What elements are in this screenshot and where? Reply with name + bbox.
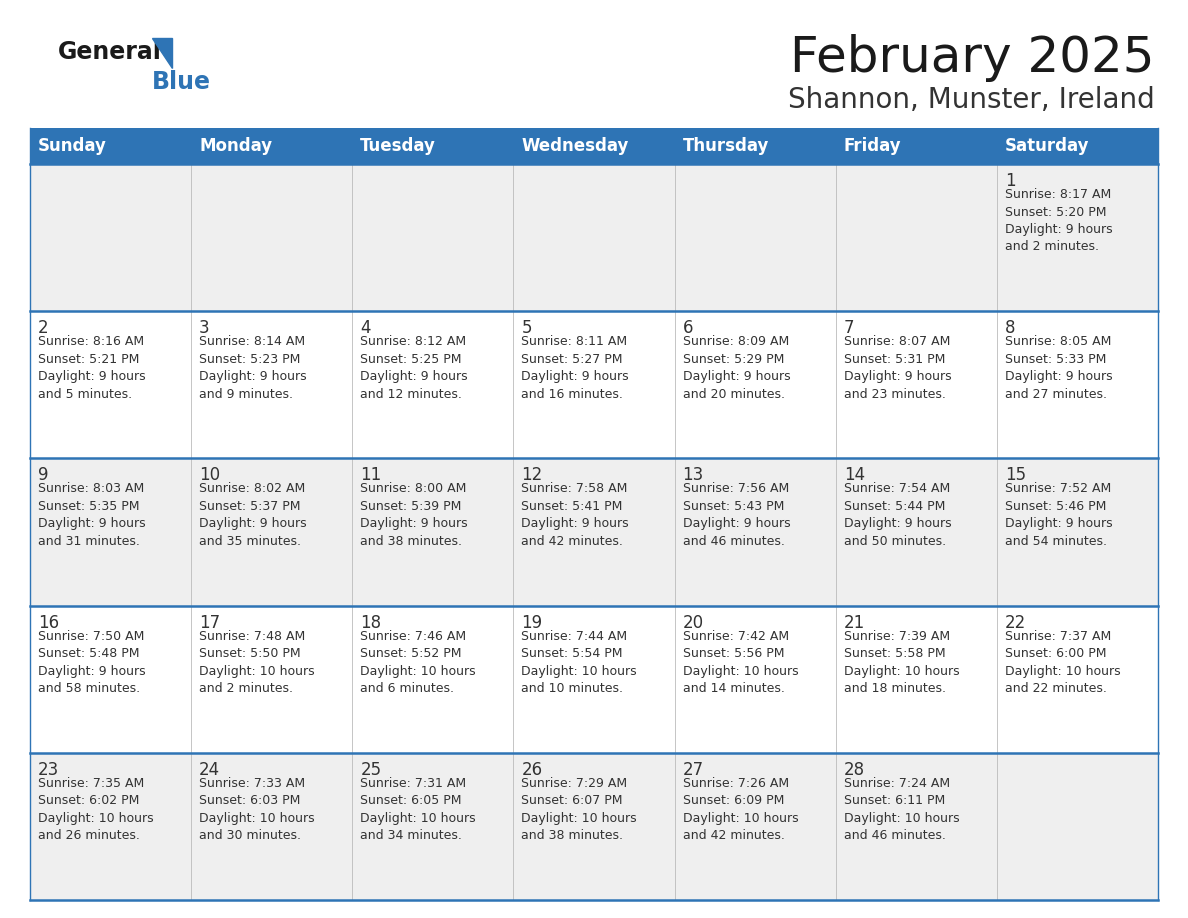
Text: Sunrise: 8:00 AM
Sunset: 5:39 PM
Daylight: 9 hours
and 38 minutes.: Sunrise: 8:00 AM Sunset: 5:39 PM Dayligh… — [360, 482, 468, 548]
Text: Sunrise: 7:39 AM
Sunset: 5:58 PM
Daylight: 10 hours
and 18 minutes.: Sunrise: 7:39 AM Sunset: 5:58 PM Dayligh… — [843, 630, 960, 695]
Text: 11: 11 — [360, 466, 381, 485]
Text: Sunrise: 7:24 AM
Sunset: 6:11 PM
Daylight: 10 hours
and 46 minutes.: Sunrise: 7:24 AM Sunset: 6:11 PM Dayligh… — [843, 777, 960, 843]
Text: 14: 14 — [843, 466, 865, 485]
Text: 19: 19 — [522, 613, 543, 632]
Text: Sunrise: 8:14 AM
Sunset: 5:23 PM
Daylight: 9 hours
and 9 minutes.: Sunrise: 8:14 AM Sunset: 5:23 PM Dayligh… — [200, 335, 307, 400]
Text: 25: 25 — [360, 761, 381, 778]
Text: Sunrise: 8:05 AM
Sunset: 5:33 PM
Daylight: 9 hours
and 27 minutes.: Sunrise: 8:05 AM Sunset: 5:33 PM Dayligh… — [1005, 335, 1112, 400]
Text: 9: 9 — [38, 466, 49, 485]
Text: 13: 13 — [683, 466, 703, 485]
Text: Sunrise: 8:17 AM
Sunset: 5:20 PM
Daylight: 9 hours
and 2 minutes.: Sunrise: 8:17 AM Sunset: 5:20 PM Dayligh… — [1005, 188, 1112, 253]
Polygon shape — [152, 38, 172, 68]
Text: 15: 15 — [1005, 466, 1026, 485]
Bar — [30, 311, 1158, 458]
Text: 1: 1 — [1005, 172, 1016, 190]
Text: 27: 27 — [683, 761, 703, 778]
Text: Friday: Friday — [843, 137, 902, 155]
Bar — [30, 128, 1158, 164]
Bar — [30, 164, 1158, 311]
Text: Saturday: Saturday — [1005, 137, 1089, 155]
Text: Sunrise: 7:50 AM
Sunset: 5:48 PM
Daylight: 9 hours
and 58 minutes.: Sunrise: 7:50 AM Sunset: 5:48 PM Dayligh… — [38, 630, 146, 695]
Text: Monday: Monday — [200, 137, 272, 155]
Text: 22: 22 — [1005, 613, 1026, 632]
Text: Sunrise: 8:11 AM
Sunset: 5:27 PM
Daylight: 9 hours
and 16 minutes.: Sunrise: 8:11 AM Sunset: 5:27 PM Dayligh… — [522, 335, 630, 400]
Text: Sunrise: 7:42 AM
Sunset: 5:56 PM
Daylight: 10 hours
and 14 minutes.: Sunrise: 7:42 AM Sunset: 5:56 PM Dayligh… — [683, 630, 798, 695]
Text: 5: 5 — [522, 319, 532, 337]
Text: Sunrise: 8:12 AM
Sunset: 5:25 PM
Daylight: 9 hours
and 12 minutes.: Sunrise: 8:12 AM Sunset: 5:25 PM Dayligh… — [360, 335, 468, 400]
Text: Sunrise: 7:46 AM
Sunset: 5:52 PM
Daylight: 10 hours
and 6 minutes.: Sunrise: 7:46 AM Sunset: 5:52 PM Dayligh… — [360, 630, 476, 695]
Text: General: General — [58, 40, 162, 64]
Text: Sunrise: 8:16 AM
Sunset: 5:21 PM
Daylight: 9 hours
and 5 minutes.: Sunrise: 8:16 AM Sunset: 5:21 PM Dayligh… — [38, 335, 146, 400]
Text: Sunrise: 7:37 AM
Sunset: 6:00 PM
Daylight: 10 hours
and 22 minutes.: Sunrise: 7:37 AM Sunset: 6:00 PM Dayligh… — [1005, 630, 1120, 695]
Text: Sunrise: 7:29 AM
Sunset: 6:07 PM
Daylight: 10 hours
and 38 minutes.: Sunrise: 7:29 AM Sunset: 6:07 PM Dayligh… — [522, 777, 637, 843]
Text: 17: 17 — [200, 613, 220, 632]
Text: Sunrise: 7:44 AM
Sunset: 5:54 PM
Daylight: 10 hours
and 10 minutes.: Sunrise: 7:44 AM Sunset: 5:54 PM Dayligh… — [522, 630, 637, 695]
Text: 3: 3 — [200, 319, 210, 337]
Text: Blue: Blue — [152, 70, 211, 94]
Text: Wednesday: Wednesday — [522, 137, 628, 155]
Text: Sunrise: 7:54 AM
Sunset: 5:44 PM
Daylight: 9 hours
and 50 minutes.: Sunrise: 7:54 AM Sunset: 5:44 PM Dayligh… — [843, 482, 952, 548]
Text: 24: 24 — [200, 761, 220, 778]
Text: Sunrise: 7:33 AM
Sunset: 6:03 PM
Daylight: 10 hours
and 30 minutes.: Sunrise: 7:33 AM Sunset: 6:03 PM Dayligh… — [200, 777, 315, 843]
Text: Thursday: Thursday — [683, 137, 769, 155]
Text: 4: 4 — [360, 319, 371, 337]
Text: 7: 7 — [843, 319, 854, 337]
Text: 18: 18 — [360, 613, 381, 632]
Text: 20: 20 — [683, 613, 703, 632]
Text: Sunrise: 7:48 AM
Sunset: 5:50 PM
Daylight: 10 hours
and 2 minutes.: Sunrise: 7:48 AM Sunset: 5:50 PM Dayligh… — [200, 630, 315, 695]
Text: 6: 6 — [683, 319, 693, 337]
Text: 28: 28 — [843, 761, 865, 778]
Bar — [30, 753, 1158, 900]
Text: 12: 12 — [522, 466, 543, 485]
Text: Tuesday: Tuesday — [360, 137, 436, 155]
Text: 16: 16 — [38, 613, 59, 632]
Text: Shannon, Munster, Ireland: Shannon, Munster, Ireland — [789, 86, 1155, 114]
Text: Sunrise: 8:09 AM
Sunset: 5:29 PM
Daylight: 9 hours
and 20 minutes.: Sunrise: 8:09 AM Sunset: 5:29 PM Dayligh… — [683, 335, 790, 400]
Bar — [30, 458, 1158, 606]
Text: Sunrise: 7:31 AM
Sunset: 6:05 PM
Daylight: 10 hours
and 34 minutes.: Sunrise: 7:31 AM Sunset: 6:05 PM Dayligh… — [360, 777, 476, 843]
Text: 23: 23 — [38, 761, 59, 778]
Text: 21: 21 — [843, 613, 865, 632]
Text: 10: 10 — [200, 466, 220, 485]
Text: Sunrise: 7:58 AM
Sunset: 5:41 PM
Daylight: 9 hours
and 42 minutes.: Sunrise: 7:58 AM Sunset: 5:41 PM Dayligh… — [522, 482, 630, 548]
Text: 2: 2 — [38, 319, 49, 337]
Text: Sunrise: 7:56 AM
Sunset: 5:43 PM
Daylight: 9 hours
and 46 minutes.: Sunrise: 7:56 AM Sunset: 5:43 PM Dayligh… — [683, 482, 790, 548]
Bar — [30, 606, 1158, 753]
Text: 26: 26 — [522, 761, 543, 778]
Text: Sunrise: 8:03 AM
Sunset: 5:35 PM
Daylight: 9 hours
and 31 minutes.: Sunrise: 8:03 AM Sunset: 5:35 PM Dayligh… — [38, 482, 146, 548]
Text: Sunrise: 7:26 AM
Sunset: 6:09 PM
Daylight: 10 hours
and 42 minutes.: Sunrise: 7:26 AM Sunset: 6:09 PM Dayligh… — [683, 777, 798, 843]
Text: Sunrise: 7:52 AM
Sunset: 5:46 PM
Daylight: 9 hours
and 54 minutes.: Sunrise: 7:52 AM Sunset: 5:46 PM Dayligh… — [1005, 482, 1112, 548]
Text: Sunrise: 8:07 AM
Sunset: 5:31 PM
Daylight: 9 hours
and 23 minutes.: Sunrise: 8:07 AM Sunset: 5:31 PM Dayligh… — [843, 335, 952, 400]
Text: February 2025: February 2025 — [790, 34, 1155, 82]
Text: Sunday: Sunday — [38, 137, 107, 155]
Text: Sunrise: 7:35 AM
Sunset: 6:02 PM
Daylight: 10 hours
and 26 minutes.: Sunrise: 7:35 AM Sunset: 6:02 PM Dayligh… — [38, 777, 153, 843]
Text: 8: 8 — [1005, 319, 1016, 337]
Text: Sunrise: 8:02 AM
Sunset: 5:37 PM
Daylight: 9 hours
and 35 minutes.: Sunrise: 8:02 AM Sunset: 5:37 PM Dayligh… — [200, 482, 307, 548]
